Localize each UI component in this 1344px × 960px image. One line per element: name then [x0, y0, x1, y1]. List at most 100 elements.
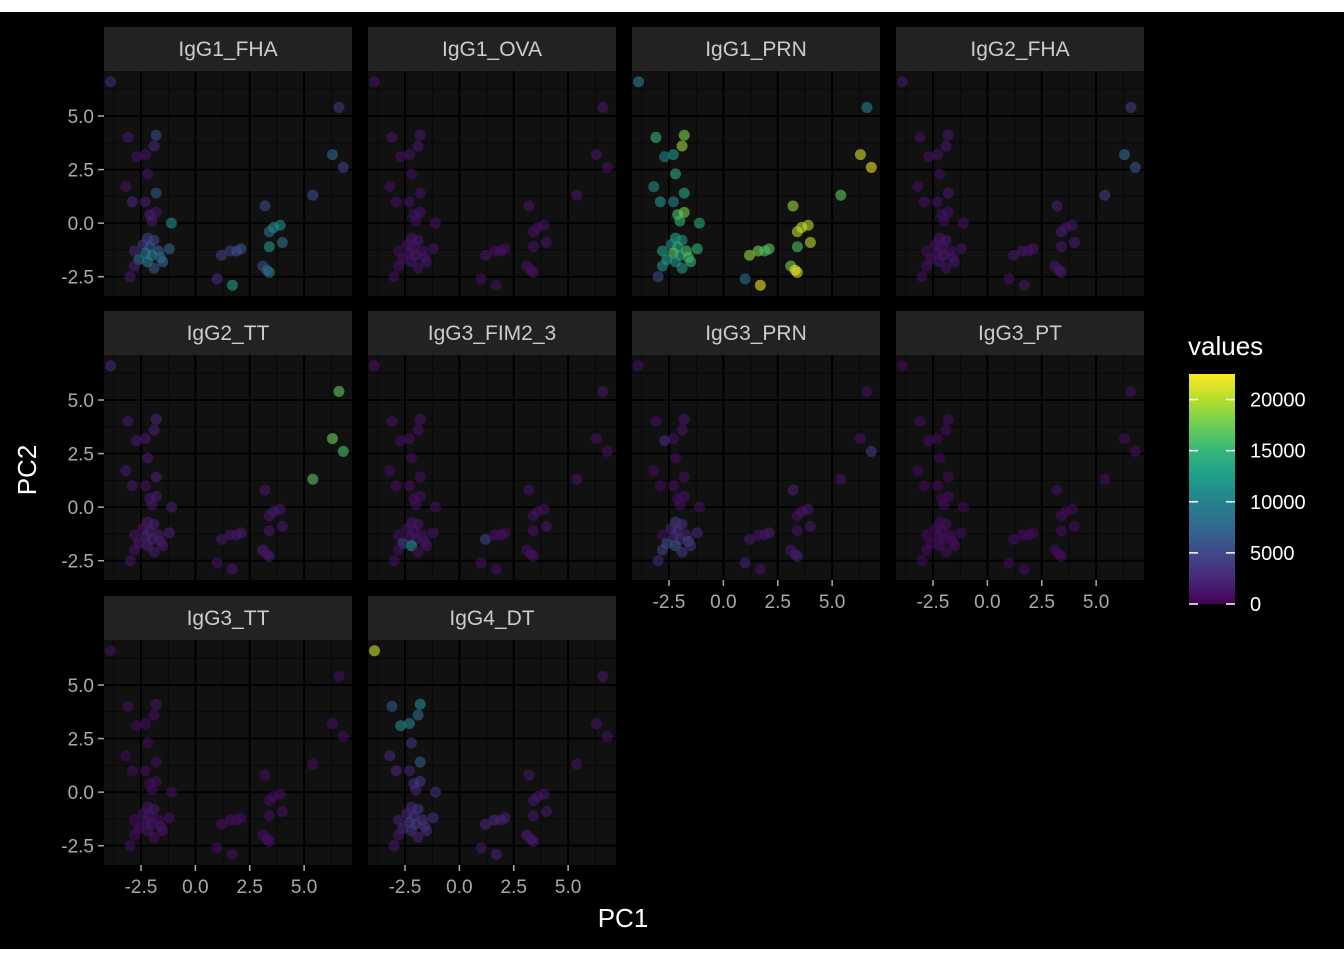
data-point — [386, 700, 398, 712]
data-point — [527, 810, 539, 822]
data-point — [369, 76, 381, 88]
data-point — [931, 480, 943, 492]
facet-panel: IgG3_PRN -2.5 0.0 2.5 5.0 — [632, 311, 880, 613]
data-point — [791, 226, 803, 238]
data-point — [131, 151, 143, 163]
data-point — [403, 196, 415, 208]
data-point — [390, 765, 402, 777]
facet-label: IgG1_PRN — [705, 38, 807, 61]
facet-strip — [368, 596, 616, 640]
data-point — [523, 484, 535, 496]
data-point — [215, 818, 227, 830]
legend-break-label: 15000 — [1250, 441, 1306, 463]
data-point — [403, 433, 415, 445]
data-point — [674, 499, 686, 511]
data-point — [263, 525, 275, 537]
data-point — [652, 555, 664, 567]
data-point — [791, 241, 803, 253]
x-tick-label: 0.0 — [710, 592, 736, 613]
facet-label: IgG3_FIM2_3 — [428, 322, 556, 345]
data-point — [597, 385, 609, 397]
data-point — [150, 698, 162, 710]
data-point — [865, 161, 877, 173]
facet-strip — [368, 311, 616, 355]
data-point — [523, 769, 535, 781]
data-point — [490, 848, 502, 860]
data-point — [406, 737, 418, 749]
data-point — [126, 765, 138, 777]
data-point — [1007, 249, 1019, 261]
data-point — [678, 206, 690, 218]
data-point — [678, 471, 690, 483]
data-point — [914, 415, 926, 427]
data-point — [369, 645, 381, 657]
data-point — [656, 544, 668, 556]
data-point — [475, 273, 487, 285]
x-axis-title: PC1 — [598, 903, 649, 933]
data-point — [525, 833, 537, 845]
facet-label: IgG3_PRN — [705, 322, 807, 345]
data-point — [854, 149, 866, 161]
data-point — [475, 557, 487, 569]
x-tick-label: 5.0 — [1083, 592, 1109, 613]
data-point — [412, 262, 424, 274]
data-point — [139, 149, 151, 161]
data-point — [126, 480, 138, 492]
data-point — [388, 271, 400, 283]
data-point — [667, 196, 679, 208]
data-point — [754, 279, 766, 291]
data-point — [835, 189, 847, 201]
data-point — [654, 196, 666, 208]
data-point — [787, 200, 799, 212]
data-point — [656, 245, 668, 257]
data-point — [942, 413, 954, 425]
data-point — [403, 718, 415, 730]
facet-strip — [896, 27, 1144, 71]
data-point — [916, 271, 928, 283]
data-point — [276, 236, 288, 248]
data-point — [674, 215, 686, 227]
data-point — [337, 445, 349, 457]
data-point — [226, 279, 238, 291]
facet-panel: IgG1_PRN — [632, 27, 880, 296]
data-point — [685, 540, 697, 552]
data-point — [263, 241, 275, 253]
data-point — [938, 499, 950, 511]
data-point — [263, 510, 275, 522]
data-point — [412, 831, 424, 843]
data-point — [571, 473, 583, 485]
data-point — [124, 840, 136, 852]
data-point — [406, 452, 418, 464]
data-point — [676, 262, 688, 274]
y-tick-label: -2.5 — [61, 268, 94, 289]
data-point — [390, 196, 402, 208]
data-point — [678, 187, 690, 199]
data-point — [1053, 264, 1065, 276]
data-point — [414, 413, 426, 425]
data-point — [1003, 557, 1015, 569]
facet-panel: IgG1_FHA 5.0 2.5 0.0 -2.5 — [61, 27, 352, 296]
data-point — [392, 245, 404, 257]
data-point — [261, 264, 273, 276]
data-point — [942, 471, 954, 483]
data-point — [861, 385, 873, 397]
data-point — [940, 546, 952, 558]
data-point — [804, 520, 816, 532]
data-point — [1125, 385, 1137, 397]
data-point — [414, 698, 426, 710]
data-point — [1118, 149, 1130, 161]
facet-panel: IgG2_FHA — [896, 27, 1144, 296]
legend-break-label: 20000 — [1250, 390, 1306, 412]
data-point — [384, 181, 396, 193]
data-point — [259, 484, 271, 496]
data-point — [670, 452, 682, 464]
data-point — [276, 520, 288, 532]
data-point — [326, 433, 338, 445]
data-point — [414, 129, 426, 141]
data-point — [326, 149, 338, 161]
data-point — [122, 131, 134, 143]
data-point — [128, 829, 140, 841]
data-point — [1023, 245, 1035, 257]
data-point — [931, 196, 943, 208]
data-point — [392, 829, 404, 841]
